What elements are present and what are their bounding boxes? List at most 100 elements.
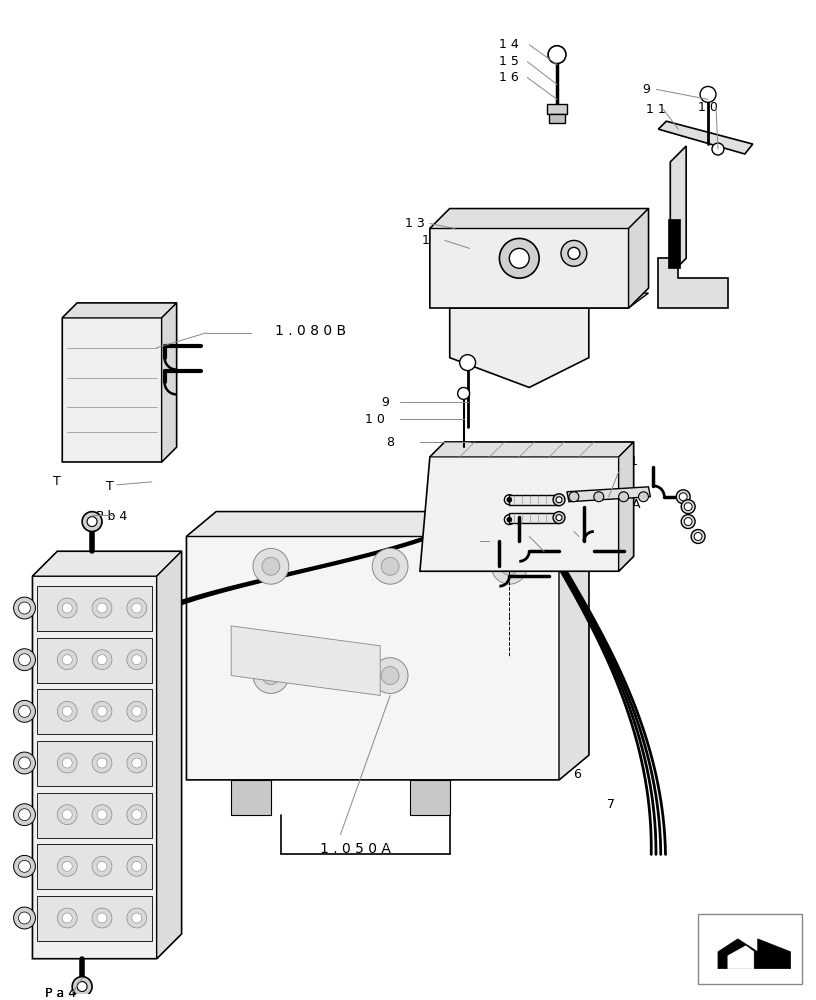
Circle shape: [569, 492, 579, 502]
Circle shape: [19, 705, 30, 717]
Polygon shape: [509, 495, 559, 505]
Circle shape: [97, 913, 107, 923]
Circle shape: [372, 548, 408, 584]
Circle shape: [126, 856, 147, 876]
Circle shape: [681, 515, 695, 529]
Polygon shape: [231, 626, 380, 695]
Circle shape: [57, 856, 78, 876]
Polygon shape: [38, 896, 152, 941]
Text: T: T: [53, 475, 61, 488]
Circle shape: [14, 804, 35, 826]
Circle shape: [253, 548, 289, 584]
Circle shape: [262, 667, 280, 685]
Circle shape: [92, 753, 112, 773]
Circle shape: [491, 548, 527, 584]
Circle shape: [19, 602, 30, 614]
Circle shape: [62, 861, 72, 871]
Polygon shape: [410, 780, 450, 815]
Polygon shape: [38, 638, 152, 683]
Polygon shape: [62, 303, 176, 462]
Text: 1: 1: [630, 455, 637, 468]
Circle shape: [126, 701, 147, 721]
Circle shape: [507, 497, 512, 502]
Text: A: A: [632, 498, 641, 511]
Circle shape: [504, 515, 514, 525]
Polygon shape: [186, 512, 589, 780]
Circle shape: [459, 355, 476, 371]
Circle shape: [553, 494, 565, 506]
Circle shape: [62, 655, 72, 665]
Circle shape: [92, 856, 112, 876]
Circle shape: [97, 655, 107, 665]
Circle shape: [97, 706, 107, 716]
Circle shape: [97, 861, 107, 871]
Circle shape: [126, 650, 147, 670]
Circle shape: [132, 706, 142, 716]
Circle shape: [694, 533, 702, 540]
Polygon shape: [33, 551, 181, 576]
Text: 6: 6: [573, 768, 581, 781]
Text: 1 2: 1 2: [422, 234, 441, 247]
Circle shape: [19, 860, 30, 872]
Circle shape: [14, 649, 35, 671]
Polygon shape: [33, 551, 181, 959]
Circle shape: [638, 492, 649, 502]
Polygon shape: [628, 209, 649, 308]
Circle shape: [57, 598, 78, 618]
Circle shape: [62, 758, 72, 768]
Circle shape: [684, 503, 692, 511]
Polygon shape: [430, 209, 649, 229]
Circle shape: [126, 908, 147, 928]
Text: 1 6: 1 6: [499, 71, 519, 84]
Circle shape: [92, 598, 112, 618]
Polygon shape: [420, 442, 633, 571]
Circle shape: [92, 701, 112, 721]
Circle shape: [126, 753, 147, 773]
Text: 3: 3: [530, 535, 538, 548]
Circle shape: [684, 518, 692, 526]
Circle shape: [556, 515, 562, 521]
Polygon shape: [619, 442, 633, 571]
Circle shape: [594, 492, 604, 502]
Text: P b 4: P b 4: [96, 510, 127, 523]
Circle shape: [504, 495, 514, 505]
Circle shape: [500, 557, 518, 575]
Text: 1 . 0 5 0 A: 1 . 0 5 0 A: [320, 842, 391, 856]
Circle shape: [57, 753, 78, 773]
Circle shape: [262, 557, 280, 575]
Circle shape: [132, 913, 142, 923]
Text: 1 0: 1 0: [698, 101, 718, 114]
Text: 1 0: 1 0: [366, 413, 385, 426]
Circle shape: [553, 512, 565, 524]
Circle shape: [548, 46, 566, 64]
Polygon shape: [549, 114, 565, 123]
Circle shape: [19, 912, 30, 924]
Circle shape: [92, 908, 112, 928]
Circle shape: [509, 248, 530, 268]
Circle shape: [126, 598, 147, 618]
Text: A: A: [614, 465, 623, 478]
Circle shape: [253, 658, 289, 693]
Text: 9: 9: [642, 83, 650, 96]
Text: T: T: [485, 499, 490, 509]
Polygon shape: [450, 293, 649, 308]
Text: 3: 3: [489, 528, 496, 541]
Circle shape: [97, 810, 107, 820]
Text: P: P: [485, 517, 490, 527]
Circle shape: [14, 752, 35, 774]
Circle shape: [381, 557, 399, 575]
Circle shape: [57, 908, 78, 928]
Polygon shape: [509, 513, 559, 523]
Text: 5: 5: [162, 356, 171, 369]
Text: 2: 2: [555, 518, 563, 531]
Circle shape: [97, 758, 107, 768]
Text: P a 4: P a 4: [45, 987, 76, 1000]
Circle shape: [19, 654, 30, 666]
Circle shape: [556, 497, 562, 503]
Circle shape: [14, 597, 35, 619]
Circle shape: [92, 650, 112, 670]
Circle shape: [561, 240, 587, 266]
Circle shape: [499, 238, 539, 278]
Circle shape: [62, 810, 72, 820]
Circle shape: [132, 655, 142, 665]
